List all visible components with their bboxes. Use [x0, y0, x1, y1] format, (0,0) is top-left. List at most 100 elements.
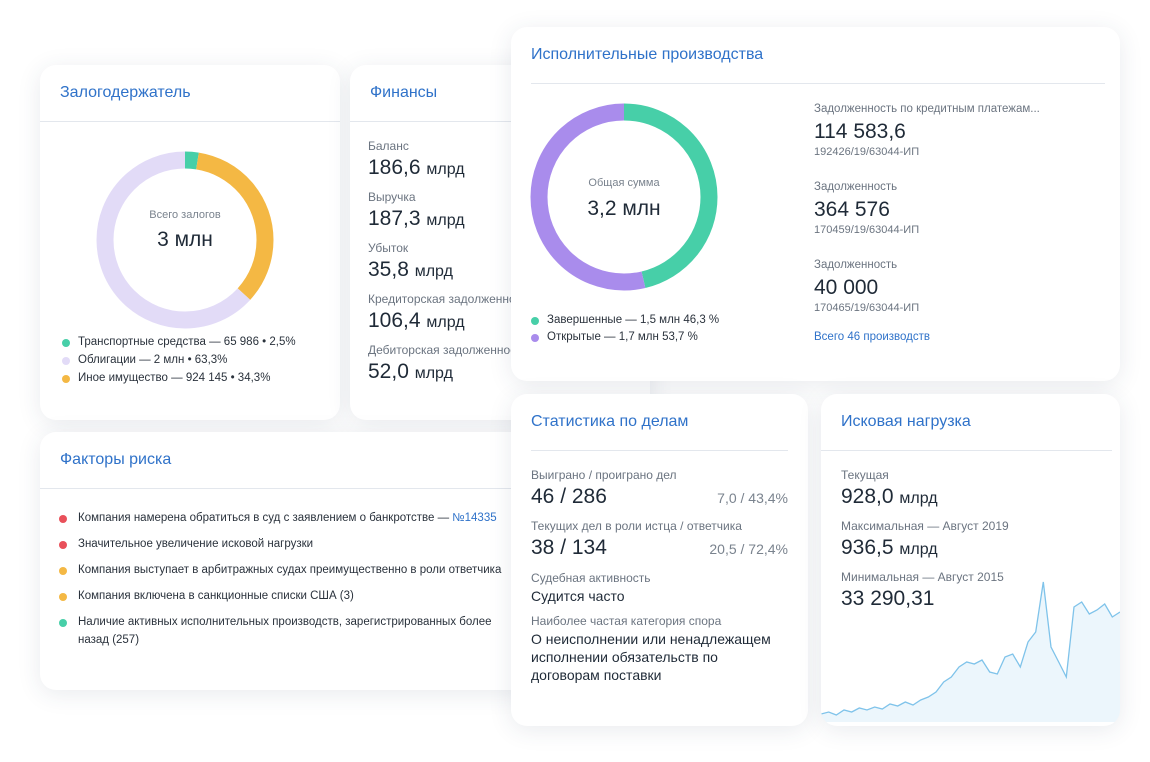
item-value: 40 000 [814, 276, 879, 299]
card: Статистика по делам Выиграно / проиграно … [511, 394, 808, 726]
metric-label: Кредиторская задолженность [368, 292, 534, 306]
center-caption: Всего залогов [149, 209, 221, 221]
center-value: 3,2 млн [587, 197, 661, 220]
risk-item: Компания включена в санкционные списки С… [78, 590, 354, 604]
card: Факторы риска Компания намерена обратитьс… [40, 432, 530, 690]
risk-text: назад (257) [78, 634, 140, 646]
legend-dot [62, 375, 70, 383]
value: 52,0 [368, 360, 409, 383]
metric-label: Дебиторская задолженность [368, 343, 528, 357]
metric-label: Текущая [841, 468, 889, 482]
value: 187,3 [368, 207, 421, 230]
metric-value: 106,4 млрд [368, 308, 465, 333]
donut-segment [530, 103, 718, 291]
row-value: 46 / 286 [531, 485, 607, 508]
legend-label: Транспортные средства — 65 986 • 2,5% [78, 336, 296, 348]
metric-value: 35,8 млрд [368, 257, 453, 282]
item-label: Задолженность [814, 259, 898, 271]
item-value: 364 576 [814, 198, 890, 221]
card: Исполнительные производства Общая сумма 3,… [511, 27, 1120, 381]
divider [40, 121, 340, 122]
legend-label: Иное имущество — 924 145 • 34,3% [78, 372, 271, 384]
metric-value: 52,0 млрд [368, 359, 453, 384]
row-value: О неисполнении или ненадлежащем исполнен… [531, 631, 771, 683]
row-label: Выиграно / проиграно дел [531, 468, 677, 482]
sparkline [821, 581, 1120, 722]
item-value: 114 583,6 [814, 120, 906, 143]
metric-value: 936,5 млрд [841, 535, 938, 560]
metric-value: 33 290,31 [841, 586, 934, 611]
value: 33 290,31 [841, 587, 935, 610]
card-title: Залогодержатель [60, 84, 191, 101]
row-extra: 7,0 / 43,4% [717, 490, 788, 506]
legend-dot [62, 357, 70, 365]
sparkline-line [821, 581, 1120, 716]
row-extra: 20,5 / 72,4% [709, 541, 788, 557]
risk-dot [59, 515, 67, 523]
item-case: 192426/19/63044-ИП [814, 146, 920, 158]
divider [531, 450, 788, 451]
risk-item: Наличие активных исполнительных производ… [78, 616, 492, 630]
donut [96, 151, 274, 329]
unit: млрд [899, 541, 938, 558]
risk-dot [59, 541, 67, 549]
legend-dot [531, 334, 539, 342]
value: 35,8 [368, 258, 409, 281]
all-link[interactable]: Всего 46 производств [814, 331, 931, 343]
row-label: Наиболее частая категория спора [531, 614, 722, 628]
donut [530, 103, 718, 291]
value: 186,6 [368, 156, 421, 179]
value: 928,0 [841, 485, 894, 508]
item-label: Задолженность по кредитным платежам... [814, 103, 1040, 115]
card-title: Статистика по делам [531, 413, 689, 430]
center-value: 3 млн [157, 228, 213, 251]
risk-text: Компания намерена обратиться в суд с зая… [78, 512, 453, 524]
risk-dot [59, 593, 67, 601]
center-caption: Общая сумма [588, 177, 660, 189]
divider [531, 83, 1105, 84]
card: Залогодержатель Всего залогов 3 млн Транспо… [40, 65, 340, 420]
card-title: Исковая нагрузка [841, 413, 971, 430]
divider [40, 488, 530, 489]
metric-label: Убыток [368, 241, 409, 255]
unit: млрд [414, 365, 453, 382]
unit: млрд [899, 490, 938, 507]
item-case: 170465/19/63044-ИП [814, 302, 920, 314]
risk-text: Значительное увеличение исковой нагрузки [78, 538, 314, 550]
value: 936,5 [841, 536, 894, 559]
sparkline-area [821, 582, 1120, 722]
risk-item: Компания намерена обратиться в суд с зая… [78, 512, 497, 526]
row-value: Судится часто [531, 588, 625, 604]
metric-label: Баланс [368, 139, 409, 153]
legend-label: Открытые — 1,7 млн 53,7 % [547, 331, 698, 343]
legend-dot [531, 317, 539, 325]
legend-label: Завершенные — 1,5 млн 46,3 % [547, 314, 720, 326]
unit: млрд [414, 263, 453, 280]
divider [350, 121, 650, 122]
card-title: Финансы [370, 84, 438, 101]
metric-value: 187,3 млрд [368, 206, 465, 231]
item-label: Задолженность [814, 181, 898, 193]
metric-value: 186,6 млрд [368, 155, 465, 180]
legend-dot [62, 339, 70, 347]
risk-item: Компания выступает в арбитражных судах п… [78, 564, 501, 578]
unit: млрд [426, 314, 465, 331]
metric-label: Минимальная — Август 2015 [841, 570, 1004, 584]
risk-text: Компания включена в санкционные списки С… [78, 590, 354, 602]
unit: млрд [426, 212, 465, 229]
divider [821, 450, 1112, 451]
donut-segment [96, 151, 274, 329]
item-case: 170459/19/63044-ИП [814, 224, 920, 236]
risk-dot [59, 567, 67, 575]
risk-link: №14335 [452, 512, 497, 524]
metric-label: Выручка [368, 190, 416, 204]
card-title: Исполнительные производства [531, 46, 764, 63]
row-label: Судебная активность [531, 571, 651, 585]
metric-value: 928,0 млрд [841, 484, 938, 509]
risk-text: Наличие активных исполнительных производ… [78, 616, 492, 628]
legend-label: Облигации — 2 млн • 63,3% [78, 354, 228, 366]
row-value: 38 / 134 [531, 536, 607, 559]
row-label: Текущих дел в роли истца / ответчика [531, 519, 742, 533]
metric-label: Максимальная — Август 2019 [841, 519, 1009, 533]
